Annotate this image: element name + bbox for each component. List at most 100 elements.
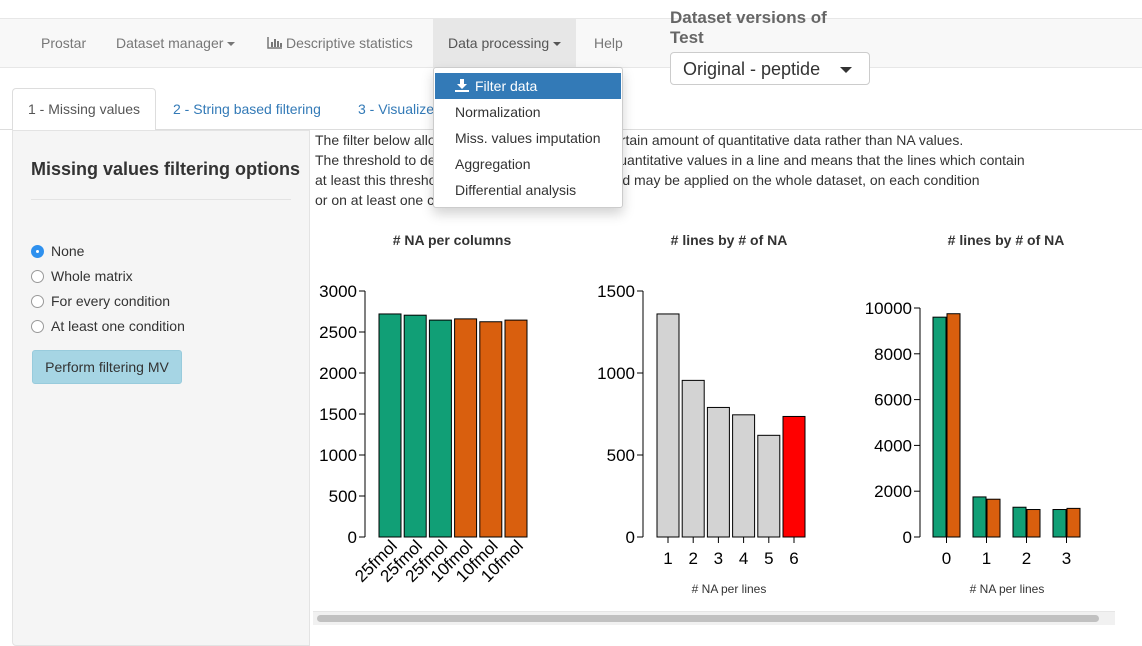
radio-icon [31, 320, 44, 333]
bar [986, 498, 1001, 538]
bar [1052, 509, 1067, 538]
nav-data-processing[interactable]: Data processing [433, 19, 577, 67]
y-tick-label: 0 [348, 528, 357, 547]
y-tick-label: 1000 [597, 364, 635, 383]
y-tick-label: 0 [903, 528, 912, 547]
description-line: or on at least one c [315, 192, 435, 208]
scrollbar-thumb[interactable] [317, 615, 1099, 622]
filter-description: The filter below allo ain a certain amou… [315, 130, 1115, 210]
panel-title: Missing values filtering options [31, 159, 301, 179]
x-axis-label: # NA per lines [692, 582, 767, 596]
radio-label: For every condition [51, 293, 171, 309]
nav-data-processing-label: Data processing [448, 35, 550, 51]
menu-item-imputation[interactable]: Miss. values imputation [455, 130, 601, 146]
tab-bar: 1 - Missing values 2 - String based filt… [0, 88, 1142, 131]
dataset-version-value: Original - peptide [683, 59, 821, 79]
data-processing-menu: Filter data Normalization Miss. values i… [433, 67, 623, 208]
radio-label: At least one condition [51, 318, 185, 334]
x-tick-label: 1 [663, 549, 672, 568]
y-tick-label: 500 [607, 446, 635, 465]
divider [31, 199, 291, 200]
radio-label: None [51, 243, 85, 259]
dataset-version-select[interactable]: Original - peptide [670, 52, 870, 85]
bar [757, 434, 781, 538]
brand-link[interactable]: Prostar [41, 35, 87, 51]
bar [378, 313, 402, 538]
y-tick-label: 0 [626, 528, 635, 547]
bar [403, 314, 427, 538]
y-tick-label: 4000 [874, 436, 912, 455]
radio-icon [31, 270, 44, 283]
bar [428, 319, 452, 538]
y-tick-label: 3000 [319, 282, 357, 301]
bar [946, 313, 961, 538]
menu-item-differential-analysis[interactable]: Differential analysis [455, 182, 577, 198]
menu-item-normalization[interactable]: Normalization [455, 104, 541, 120]
y-tick-label: 2000 [874, 482, 912, 501]
menu-item-filter-data[interactable]: Filter data [435, 73, 621, 99]
y-tick-label: 1500 [319, 405, 357, 424]
y-tick-label: 2500 [319, 323, 357, 342]
bar-chart-icon [267, 37, 282, 49]
bar [1066, 507, 1081, 538]
y-tick-label: 6000 [874, 391, 912, 410]
nav-descriptive-statistics[interactable]: Descriptive statistics [252, 19, 428, 67]
radio-whole-matrix[interactable]: Whole matrix [31, 266, 133, 286]
chart-title: # lines by # of NA [948, 232, 1065, 248]
radio-none[interactable]: None [31, 241, 84, 261]
caret-down-icon [840, 67, 852, 73]
menu-item-aggregation[interactable]: Aggregation [455, 156, 531, 172]
caret-down-icon [553, 42, 562, 47]
x-tick-label: 2 [1022, 549, 1031, 568]
bar [782, 415, 806, 538]
bar [972, 496, 987, 538]
bar [1026, 509, 1041, 538]
radio-selected-icon [31, 245, 44, 258]
tab-string-based-filtering[interactable]: 2 - String based filtering [173, 101, 321, 117]
horizontal-scrollbar[interactable] [313, 611, 1115, 625]
bar [681, 379, 705, 538]
x-tick-label: 3 [1062, 549, 1071, 568]
y-tick-label: 1500 [597, 282, 635, 301]
chart-title: # lines by # of NA [671, 232, 788, 248]
x-tick-label: 0 [942, 549, 951, 568]
bar [732, 414, 756, 538]
bar [504, 319, 528, 538]
tab-visualize[interactable]: 3 - Visualize [358, 101, 435, 117]
y-tick-label: 1000 [319, 446, 357, 465]
radio-every-condition[interactable]: For every condition [31, 291, 170, 311]
x-tick-label: 6 [789, 549, 798, 568]
y-tick-label: 10000 [865, 299, 912, 318]
radio-at-least-one-condition[interactable]: At least one condition [31, 316, 185, 336]
x-tick-label: 4 [739, 549, 748, 568]
filtering-options-panel: Missing values filtering options None Wh… [12, 130, 310, 646]
y-tick-label: 500 [329, 487, 357, 506]
x-tick-label: 1 [982, 549, 991, 568]
chart-title: # NA per columns [393, 232, 512, 248]
bar [454, 318, 478, 538]
x-tick-label: 5 [764, 549, 773, 568]
caret-down-icon [227, 42, 236, 47]
radio-icon [31, 295, 44, 308]
perform-filtering-button[interactable]: Perform filtering MV [32, 350, 182, 384]
x-axis-label: # NA per lines [970, 582, 1045, 596]
radio-label: Whole matrix [51, 268, 133, 284]
menu-item-label: Filter data [475, 78, 538, 94]
bar [706, 406, 730, 538]
navbar: Prostar Dataset manager Descriptive stat… [0, 18, 1142, 68]
dataset-versions-title: Dataset versions of Test [670, 8, 827, 47]
nav-dataset-manager-label: Dataset manager [116, 35, 224, 51]
bar [1012, 506, 1027, 538]
tab-missing-values[interactable]: 1 - Missing values [12, 88, 157, 131]
x-tick-label: 3 [714, 549, 723, 568]
download-icon [455, 79, 469, 92]
y-tick-label: 8000 [874, 345, 912, 364]
nav-dataset-manager[interactable]: Dataset manager [101, 19, 250, 67]
x-tick-label: 2 [688, 549, 697, 568]
bar [656, 313, 680, 538]
y-tick-label: 2000 [319, 364, 357, 383]
bar [479, 321, 503, 538]
nav-descriptive-statistics-label: Descriptive statistics [286, 35, 413, 51]
nav-help[interactable]: Help [594, 35, 623, 51]
